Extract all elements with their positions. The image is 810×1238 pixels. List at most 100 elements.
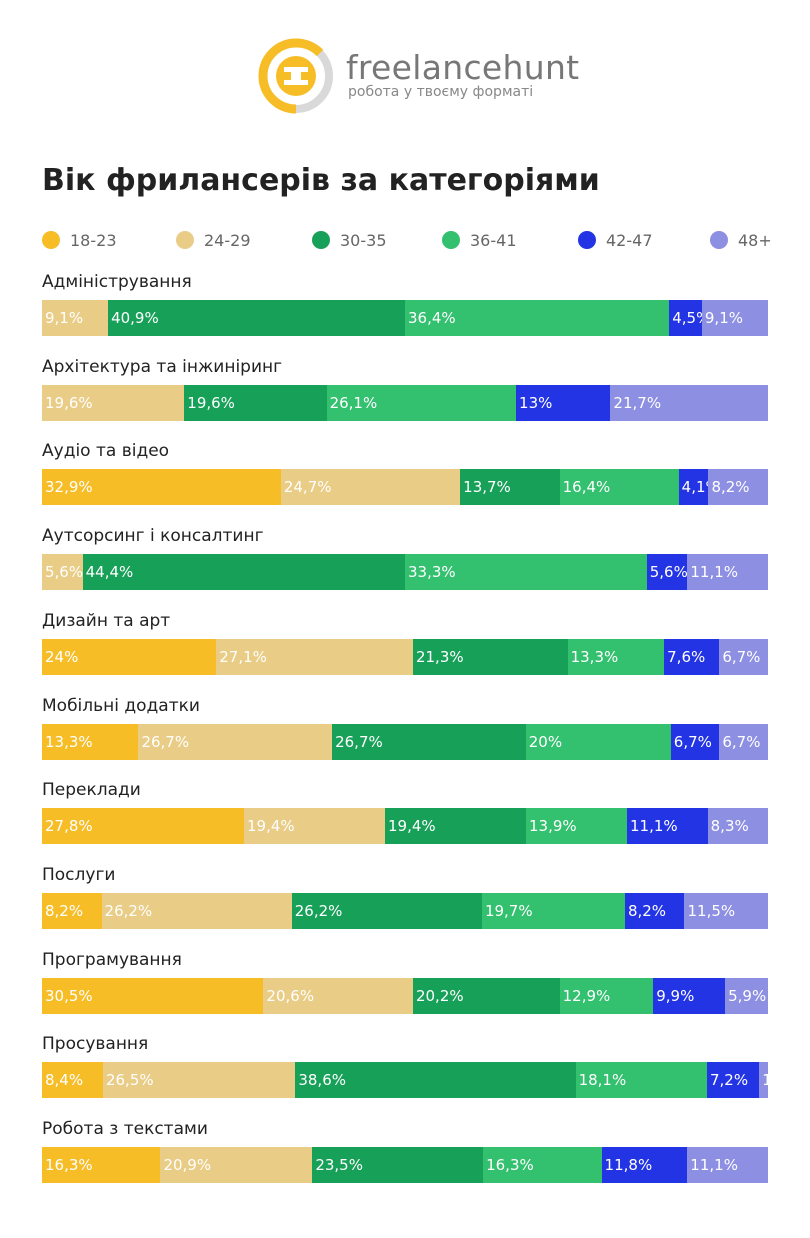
data-label: 6,7% <box>673 732 712 751</box>
bar-segment: 8,2% <box>624 892 685 929</box>
legend-swatch <box>176 231 194 249</box>
bar-segment: 9,1% <box>42 300 109 336</box>
bar-segment: 19,7% <box>481 892 625 929</box>
data-label: 44,4% <box>85 563 134 582</box>
bar-segment: 1,2% <box>759 1062 768 1099</box>
bar-segment: 26,5% <box>102 1062 296 1099</box>
bar-segment: 8,3% <box>707 808 768 845</box>
category-label: Архітектура та інжиніринг <box>42 356 283 377</box>
bar-segment: 12,9% <box>559 977 654 1014</box>
bar-segment: 21,7% <box>610 384 768 421</box>
chart-row: Мобільні додатки 13,3% 26,7% 26,7% 20% 6,7% 6,… <box>42 696 768 766</box>
legend-label: 36-41 <box>470 230 517 250</box>
bar-segment: 5,9% <box>725 977 768 1014</box>
data-label: 4,1% <box>681 478 709 497</box>
stacked-bar: 13,3% 26,7% 26,7% 20% 6,7% 6,7% <box>42 723 768 760</box>
chart-row: Послуги 8,2% 26,2% 26,2% 19,7% 8,2% 11,5% <box>42 865 768 935</box>
bar-segment: 13% <box>516 384 611 421</box>
data-label: 19,6% <box>187 393 235 412</box>
data-label: 20% <box>528 732 563 751</box>
category-label: Дизайн та арт <box>42 610 171 631</box>
data-label: 13,3% <box>45 732 93 751</box>
data-label: 20,9% <box>163 1156 212 1174</box>
data-label: 40,9% <box>111 309 159 327</box>
data-label: 5,9% <box>728 986 767 1005</box>
bar-segment: 13,3% <box>42 723 139 760</box>
bar-segment: 26,2% <box>101 892 292 929</box>
data-label: 11,1% <box>690 563 739 582</box>
category-label: Мобільні додатки <box>42 695 200 716</box>
data-label: 5,6% <box>45 563 83 582</box>
category-label: Послуги <box>42 864 116 885</box>
category-label: Просування <box>42 1034 149 1055</box>
bar-segment: 4,1% <box>678 469 709 506</box>
data-label: 19,6% <box>45 393 93 412</box>
bar-segment: 9,9% <box>653 977 726 1014</box>
bar-segment: 24,7% <box>280 469 461 506</box>
data-label: 33,3% <box>407 563 456 582</box>
bar-segment: 26,7% <box>332 723 526 760</box>
chart-title: Вік фрилансерів за категоріями <box>42 163 600 198</box>
data-label: 24,7% <box>283 478 332 497</box>
legend-swatch <box>578 231 596 249</box>
data-label: 11,1% <box>690 1156 738 1174</box>
stacked-bar: 19,6% 19,6% 26,1% 13% 21,7% <box>42 384 768 421</box>
stacked-bar: 8,2% 26,2% 26,2% 19,7% 8,2% 11,5% <box>42 892 768 929</box>
bar-segment: 8,2% <box>708 469 768 506</box>
data-label: 5,6% <box>649 563 688 582</box>
legend-swatch <box>442 231 460 249</box>
category-label: Аутсорсинг і консалтинг <box>42 526 264 547</box>
bar-segment: 16,3% <box>42 1147 161 1183</box>
data-label: 13,9% <box>528 817 577 836</box>
bar-segment: 5,6% <box>42 554 83 591</box>
chart-legend: 18-23 24-29 30-35 36-41 42-47 48+ <box>42 228 772 252</box>
chart-row: Аутсорсинг і консалтинг 5,6% 44,4% 33,3% 5,6… <box>42 526 768 596</box>
data-label: 8,4% <box>45 1071 84 1090</box>
category-label: Адміністрування <box>42 272 192 292</box>
stacked-bar: 30,5% 20,6% 20,2% 12,9% 9,9% 5,9% <box>42 977 768 1014</box>
data-label: 13,3% <box>570 647 619 666</box>
legend-item: 18-23 <box>42 228 117 252</box>
stacked-bar: 8,4% 26,5% 38,6% 18,1% 7,2% 1,2% <box>42 1062 768 1099</box>
data-label: 24% <box>45 647 79 666</box>
data-label: 26,2% <box>294 901 343 920</box>
bar-segment: 11,1% <box>687 1147 768 1183</box>
bar-segment: 40,9% <box>108 300 405 336</box>
bar-segment: 19,6% <box>184 384 327 421</box>
bar-segment: 7,6% <box>664 638 720 675</box>
legend-label: 24-29 <box>204 230 251 250</box>
data-label: 7,6% <box>667 647 706 666</box>
bar-segment: 4,5% <box>669 300 702 336</box>
data-label: 9,9% <box>656 986 695 1005</box>
legend-item: 42-47 <box>578 228 653 252</box>
category-label: Програмування <box>42 949 182 970</box>
bar-segment: 26,1% <box>326 384 517 421</box>
bar-segment: 30,5% <box>42 977 264 1014</box>
stacked-bar: 5,6% 44,4% 33,3% 5,6% 11,1% <box>42 554 768 591</box>
data-label: 16,4% <box>562 478 611 497</box>
bar-segment: 20,9% <box>160 1147 313 1183</box>
data-label: 27,8% <box>45 817 93 836</box>
bar-segment: 5,6% <box>646 554 688 591</box>
bar-segment: 13,3% <box>567 638 665 675</box>
category-label: Робота з текстами <box>42 1119 208 1139</box>
data-label: 16,3% <box>45 1156 93 1174</box>
data-label: 21,7% <box>613 393 662 412</box>
data-label: 26,5% <box>105 1071 154 1090</box>
bar-segment: 20% <box>525 723 671 760</box>
bar-segment: 26,2% <box>291 892 482 929</box>
bar-segment: 20,6% <box>263 977 413 1014</box>
data-label: 18,1% <box>578 1071 627 1090</box>
data-label: 8,2% <box>627 901 667 920</box>
bar-segment: 11,5% <box>684 892 768 929</box>
legend-label: 48+ <box>738 230 772 250</box>
bar-segment: 13,9% <box>525 808 627 845</box>
legend-swatch <box>710 231 728 249</box>
data-label: 38,6% <box>298 1071 346 1090</box>
bar-segment: 27,1% <box>216 638 413 675</box>
data-label: 26,7% <box>335 732 383 751</box>
stacked-bar: 16,3% 20,9% 23,5% 16,3% 11,8% 11,1% <box>42 1147 768 1183</box>
data-label: 8,2% <box>711 478 750 497</box>
data-label: 20,2% <box>415 986 464 1005</box>
